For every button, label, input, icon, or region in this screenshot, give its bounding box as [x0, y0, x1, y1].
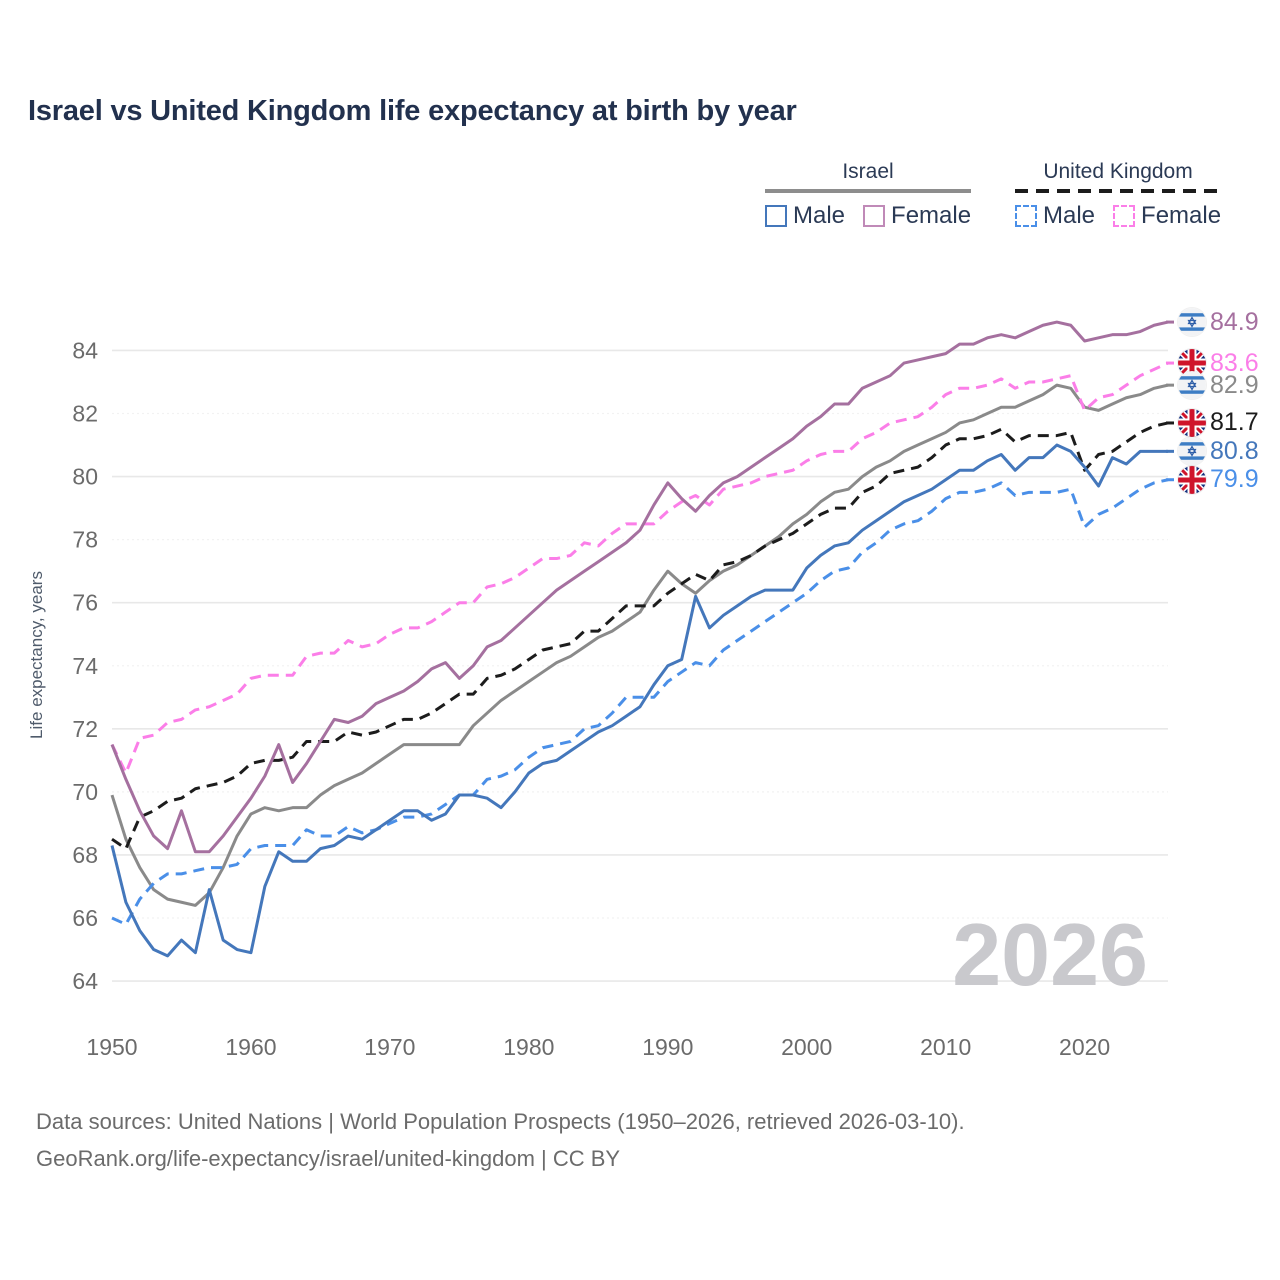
y-tick-label: 70: [72, 779, 98, 805]
legend-item-uk-female[interactable]: Female: [1113, 202, 1221, 230]
legend-label-israel-male: Male: [793, 202, 846, 229]
legend-label-uk-male: Male: [1043, 202, 1096, 229]
legend-label-israel-female: Female: [891, 202, 972, 229]
y-tick-label: 84: [72, 337, 98, 363]
chart-legend: Israel Male Female United Kingdom Male: [755, 160, 1255, 240]
x-tick-label: 1970: [364, 1034, 415, 1060]
series-line: [111, 478, 1169, 926]
legend-group-united-kingdom-label: United Kingdom: [1043, 160, 1193, 183]
footer-line-1: Data sources: United Nations | World Pop…: [36, 1109, 965, 1134]
y-tick-label: 76: [72, 590, 98, 616]
x-tick-label: 2010: [920, 1034, 971, 1060]
y-tick-label: 64: [72, 968, 98, 994]
page-title: Israel vs United Kingdom life expectancy…: [28, 95, 797, 127]
legend-israel-rule: [765, 189, 972, 193]
x-tick-label: 1980: [503, 1034, 554, 1060]
legend-group-israel: Israel Male Female: [765, 160, 972, 230]
y-tick-label: 72: [72, 716, 98, 742]
legend-swatch-uk-female: [1113, 205, 1136, 227]
x-tick-label: 2000: [781, 1034, 832, 1060]
y-tick-label: 82: [72, 401, 98, 427]
legend-group-israel-label: Israel: [842, 160, 894, 183]
legend-swatch-israel-male: [765, 205, 787, 227]
y-axis-label: Life expectancy, years: [27, 571, 46, 739]
footer-attribution: Data sources: United Nations | World Pop…: [36, 1103, 1236, 1177]
y-axis-ticks: 64 66 68 70 72 74 76 78 80 82 84: [72, 337, 98, 994]
x-tick-label: 2020: [1059, 1034, 1110, 1060]
legend-item-israel-female[interactable]: Female: [863, 202, 971, 230]
footer-line-2: GeoRank.org/life-expectancy/israel/unite…: [36, 1146, 621, 1171]
series-line: [110, 361, 1169, 775]
gridlines: [112, 349, 1168, 982]
year-watermark: 2026: [952, 905, 1148, 1004]
y-tick-label: 66: [72, 905, 98, 931]
legend-label-uk-female: Female: [1141, 202, 1222, 229]
y-tick-label: 78: [72, 527, 98, 553]
series-line: [110, 383, 1169, 907]
y-tick-label: 68: [72, 842, 98, 868]
series-line: [110, 320, 1169, 854]
data-series: [110, 320, 1174, 958]
legend-swatch-israel-female: [863, 205, 886, 227]
legend-swatch-uk-male: [1015, 205, 1037, 227]
series-line: [111, 421, 1169, 851]
x-tick-label: 1960: [225, 1034, 276, 1060]
legend-item-israel-male[interactable]: Male: [765, 202, 845, 230]
x-tick-label: 1990: [642, 1034, 693, 1060]
y-tick-label: 80: [72, 464, 98, 490]
x-axis-ticks: 1950 1960 1970 1980 1990 2000 2010 2020: [86, 1034, 1110, 1060]
legend-group-united-kingdom: United Kingdom Male Female: [1015, 160, 1222, 230]
x-tick-label: 1950: [86, 1034, 137, 1060]
y-tick-label: 74: [72, 653, 98, 679]
series-line: [110, 443, 1168, 958]
legend-item-uk-male[interactable]: Male: [1015, 202, 1095, 230]
legend-uk-rule: [1015, 189, 1222, 193]
